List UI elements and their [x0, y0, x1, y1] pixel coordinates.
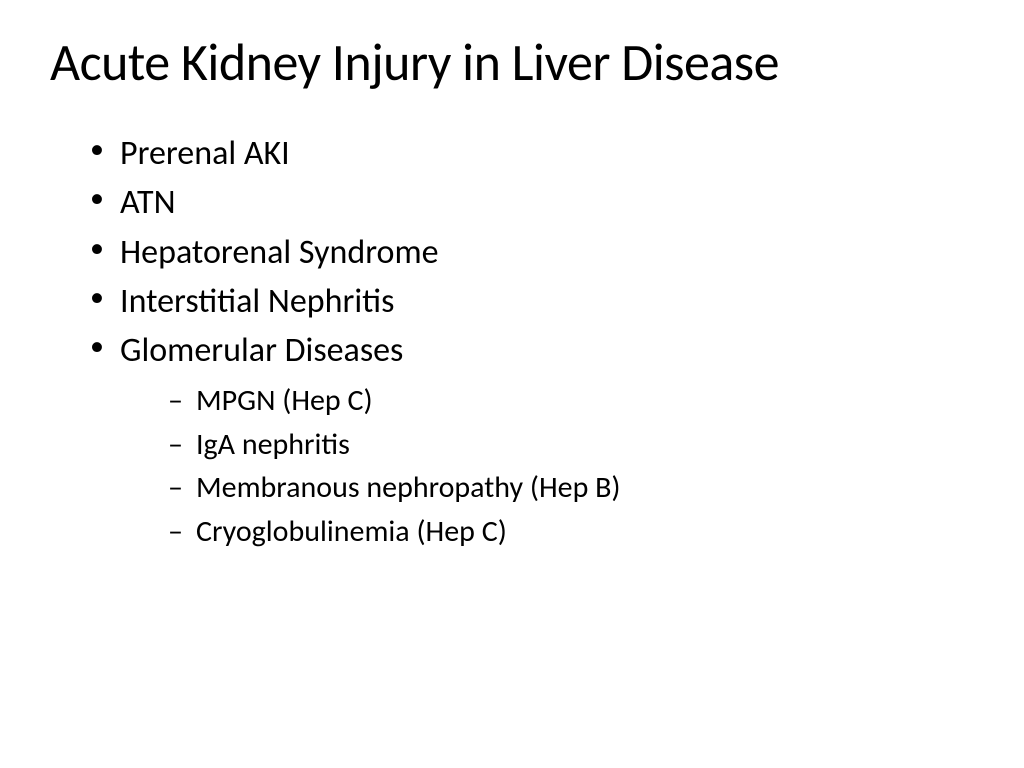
- list-item: Hepatorenal Syndrome: [90, 228, 974, 277]
- sub-list-item: MPGN (Hep C): [168, 379, 974, 423]
- list-item: Interstitial Nephritis: [90, 277, 974, 326]
- sub-bullet-text: MPGN (Hep C): [196, 382, 373, 419]
- list-item: Glomerular Diseases MPGN (Hep C) IgA nep…: [90, 326, 974, 553]
- bullet-text: ATN: [120, 182, 176, 223]
- bullet-text: Prerenal AKI: [120, 133, 290, 174]
- sub-list-item: Membranous nephropathy (Hep B): [168, 466, 974, 510]
- bullet-list: Prerenal AKI ATN Hepatorenal Syndrome In…: [50, 129, 974, 553]
- sub-list-item: IgA nephritis: [168, 423, 974, 467]
- sub-bullet-list: MPGN (Hep C) IgA nephritis Membranous ne…: [120, 379, 974, 553]
- list-item: ATN: [90, 178, 974, 227]
- bullet-text: Interstitial Nephritis: [120, 281, 394, 322]
- sub-bullet-text: Cryoglobulinemia (Hep C): [196, 513, 507, 550]
- bullet-text: Hepatorenal Syndrome: [120, 232, 439, 273]
- sub-list-item: Cryoglobulinemia (Hep C): [168, 510, 974, 554]
- bullet-text: Glomerular Diseases: [120, 330, 403, 371]
- sub-bullet-text: Membranous nephropathy (Hep B): [196, 469, 621, 506]
- sub-bullet-text: IgA nephritis: [196, 426, 350, 463]
- slide-title: Acute Kidney Injury in Liver Disease: [50, 30, 974, 94]
- list-item: Prerenal AKI: [90, 129, 974, 178]
